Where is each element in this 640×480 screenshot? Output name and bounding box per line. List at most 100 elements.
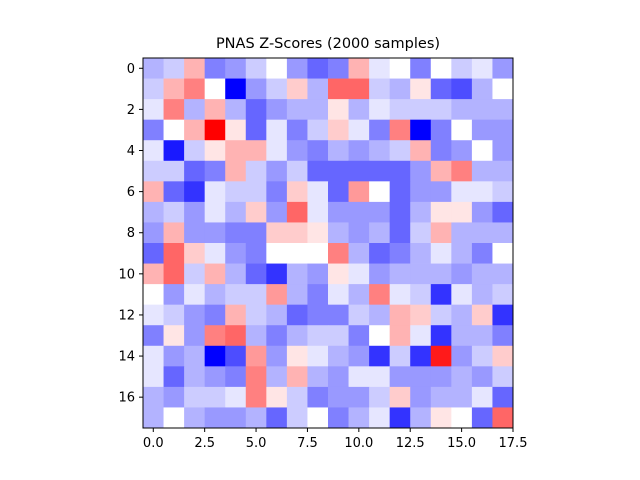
heatmap-cell <box>184 201 206 223</box>
x-tick-label: 15.0 <box>447 436 476 451</box>
heatmap-cell <box>471 407 493 429</box>
heatmap-cell <box>286 181 308 203</box>
heatmap-cell <box>389 58 411 79</box>
heatmap-cell <box>204 366 226 388</box>
heatmap-cell <box>204 263 226 285</box>
heatmap-cell <box>430 201 452 223</box>
y-tick-label: 4 <box>127 144 135 159</box>
heatmap-cell <box>266 304 288 326</box>
x-tick-label: 17.5 <box>499 436 528 451</box>
heatmap-cell <box>328 160 349 182</box>
heatmap-cell <box>369 119 391 141</box>
heatmap-cell <box>266 181 288 203</box>
heatmap-cell <box>143 243 164 264</box>
heatmap-cell <box>307 78 329 100</box>
heatmap-cell <box>307 99 329 121</box>
heatmap-cell <box>328 284 349 306</box>
y-axis: 0 2 4 6 8 10 12 14 16 <box>118 62 143 406</box>
heatmap-cell <box>369 160 391 182</box>
heatmap-cell <box>143 160 164 182</box>
heatmap-cell <box>348 366 370 388</box>
heatmap-cell <box>328 345 349 367</box>
heatmap-cell <box>143 119 164 141</box>
heatmap-cell <box>184 160 206 182</box>
heatmap-cell <box>410 78 432 100</box>
heatmap-cell <box>266 160 288 182</box>
x-tick-label: 2.5 <box>194 436 215 451</box>
heatmap-cell <box>328 222 349 244</box>
heatmap-cell <box>286 386 308 408</box>
heatmap-cell <box>348 263 370 285</box>
heatmap-cell <box>143 304 164 326</box>
heatmap-cell <box>492 325 514 347</box>
heatmap-cell <box>163 140 185 162</box>
heatmap-cell <box>245 263 267 285</box>
heatmap-cell <box>369 78 391 100</box>
heatmap-cell <box>204 284 226 306</box>
heatmap-cell <box>184 386 206 408</box>
heatmap-cell <box>163 345 185 367</box>
heatmap-cell <box>328 263 349 285</box>
heatmap-cell <box>204 58 226 79</box>
heatmap-cell <box>348 181 370 203</box>
heatmap-cell <box>307 386 329 408</box>
heatmap-cell <box>225 243 247 264</box>
heatmap-cell <box>471 160 493 182</box>
heatmap-cell <box>471 78 493 100</box>
heatmap-cell <box>163 407 185 429</box>
heatmap-cell <box>143 325 164 347</box>
heatmap-cell <box>430 119 452 141</box>
heatmap-cell <box>410 58 432 79</box>
heatmap-cell <box>204 140 226 162</box>
y-tick-label: 10 <box>118 267 135 282</box>
y-tick-label: 0 <box>127 62 135 77</box>
heatmap-cell <box>225 99 247 121</box>
heatmap-cell <box>266 201 288 223</box>
heatmap-cell <box>286 304 308 326</box>
heatmap-cell <box>204 304 226 326</box>
y-tick-label: 12 <box>118 308 135 323</box>
heatmap-cell <box>143 201 164 223</box>
heatmap-cell <box>245 140 267 162</box>
heatmap-cell <box>410 304 432 326</box>
heatmap-cell <box>471 119 493 141</box>
heatmap-cell <box>307 243 329 264</box>
heatmap-cell <box>369 366 391 388</box>
heatmap-cell <box>430 99 452 121</box>
heatmap-cell <box>328 58 349 79</box>
heatmap-cell <box>348 201 370 223</box>
heatmap-cell <box>348 325 370 347</box>
heatmap-cell <box>286 160 308 182</box>
heatmap-cell <box>492 181 514 203</box>
heatmap-cell <box>266 325 288 347</box>
heatmap-cell <box>266 78 288 100</box>
heatmap-cell <box>430 243 452 264</box>
heatmap-cell <box>143 366 164 388</box>
heatmap-cell <box>492 263 514 285</box>
heatmap-cell <box>266 243 288 264</box>
heatmap-cell <box>225 345 247 367</box>
heatmap-cell <box>430 58 452 79</box>
heatmap-cell <box>286 119 308 141</box>
heatmap-cell <box>348 345 370 367</box>
heatmap-cell <box>163 263 185 285</box>
heatmap-cells <box>143 58 514 429</box>
heatmap-cell <box>410 119 432 141</box>
heatmap-cell <box>204 201 226 223</box>
heatmap-cell <box>451 99 473 121</box>
heatmap-cell <box>245 243 267 264</box>
heatmap-cell <box>430 222 452 244</box>
heatmap-cell <box>492 345 514 367</box>
heatmap-cell <box>307 304 329 326</box>
heatmap-cell <box>430 366 452 388</box>
heatmap-cell <box>163 243 185 264</box>
heatmap-cell <box>369 222 391 244</box>
heatmap-cell <box>451 263 473 285</box>
heatmap-cell <box>245 78 267 100</box>
heatmap-cell <box>204 222 226 244</box>
y-tick-label: 2 <box>127 103 135 118</box>
heatmap-cell <box>430 284 452 306</box>
heatmap-cell <box>430 160 452 182</box>
heatmap-cell <box>266 222 288 244</box>
heatmap-cell <box>163 181 185 203</box>
